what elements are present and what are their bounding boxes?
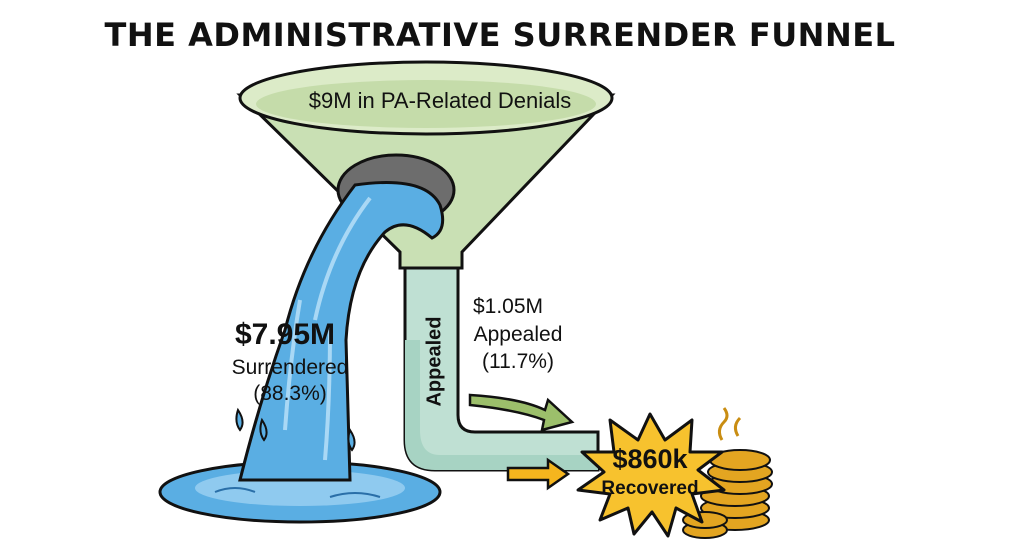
recovered-label: Recovered bbox=[601, 478, 699, 499]
appealed-percent: (11.7%) bbox=[482, 350, 554, 373]
appealed-label: Appealed bbox=[473, 323, 563, 346]
surrendered-label: Surrendered bbox=[231, 356, 349, 379]
starburst-icon bbox=[576, 412, 726, 538]
surrendered-amount: $7.95M bbox=[234, 318, 336, 351]
appeal-pipe bbox=[403, 266, 600, 472]
arrow-icon bbox=[468, 393, 575, 491]
coin-stack-icon bbox=[682, 407, 773, 539]
funnel-label: $9M in PA-Related Denials bbox=[308, 88, 572, 113]
page-title: THE ADMINISTRATIVE SURRENDER FUNNEL bbox=[104, 16, 896, 54]
pipe-label: Appealed bbox=[423, 316, 446, 407]
recovered-amount: $860k bbox=[612, 444, 688, 474]
surrendered-percent: (88.3%) bbox=[253, 382, 327, 405]
appealed-amount: $1.05M bbox=[472, 295, 544, 318]
water-stream-icon bbox=[235, 181, 445, 482]
